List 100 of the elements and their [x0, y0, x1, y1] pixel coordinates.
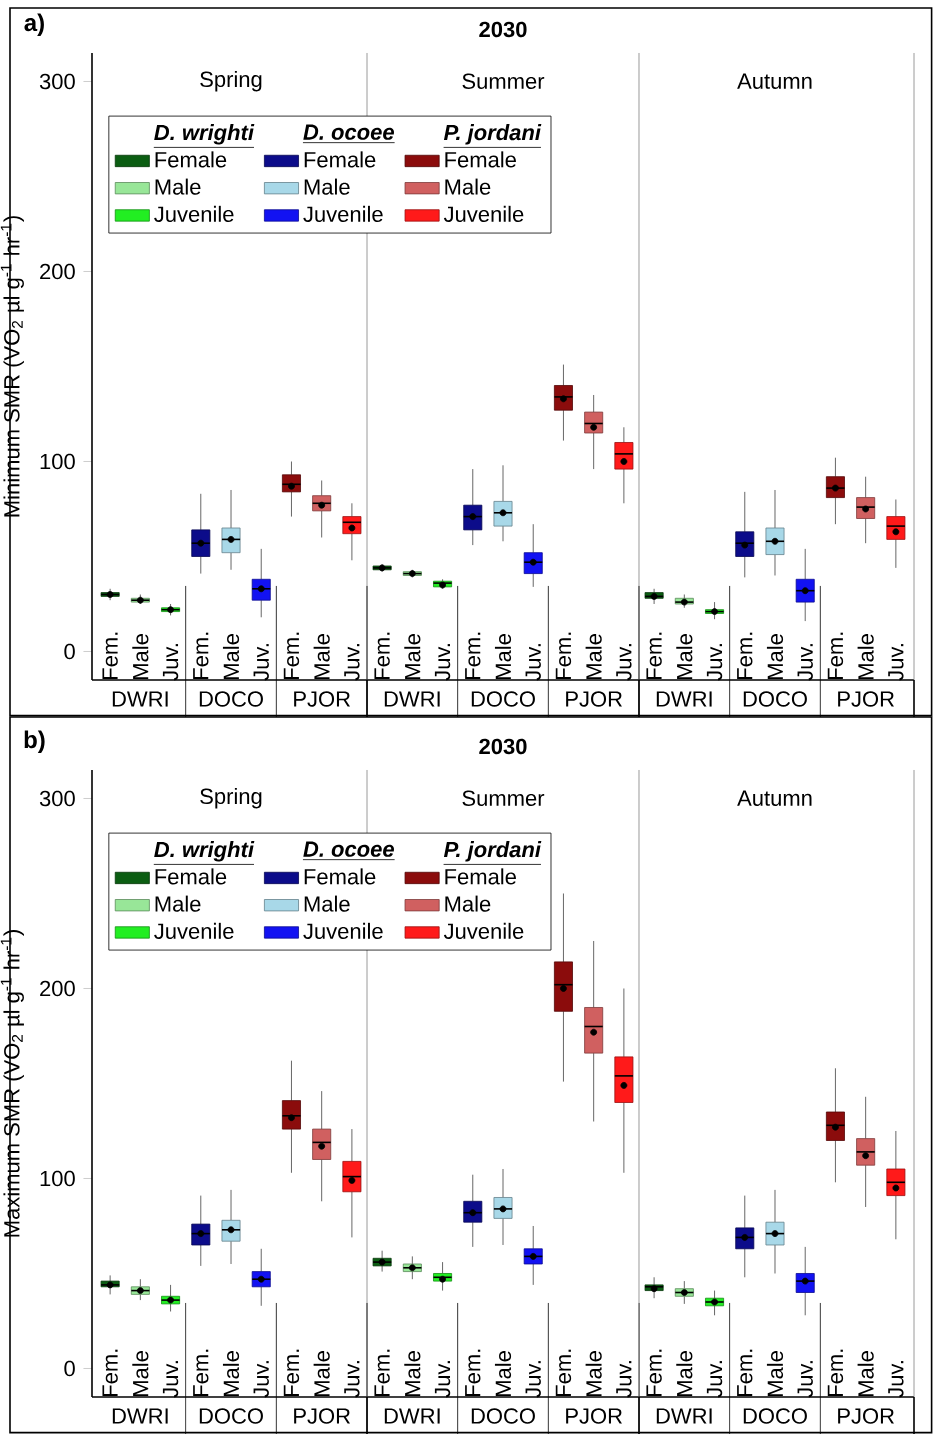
x-tick-label: Fem. — [827, 632, 844, 679]
legend-label: Female — [304, 151, 376, 168]
legend-label: Male — [445, 895, 491, 912]
legend-label: Female — [155, 151, 227, 168]
x-tick-label: Male — [766, 634, 784, 679]
x-tick-label: Juv. — [253, 644, 269, 681]
legend-label: Female — [445, 151, 516, 168]
x-tick-label: Fem. — [646, 1349, 662, 1396]
x-tick-label: Fem. — [283, 632, 300, 679]
x-tick-label: Fem. — [737, 1349, 753, 1396]
x-tick-label: Juv. — [888, 644, 904, 681]
text: PJOR — [838, 1408, 894, 1424]
text: DWRI — [656, 691, 712, 707]
x-tick-label: Fem. — [555, 1349, 572, 1396]
x-tick-label: Male — [404, 1351, 421, 1396]
x-tick-label: Juv. — [253, 1361, 269, 1398]
y-tick-label: 300 — [39, 790, 75, 807]
x-tick-label: Juv. — [344, 644, 360, 681]
x-tick-label: Male — [494, 1351, 512, 1396]
text: DWRI — [112, 691, 168, 707]
legend-label: Male — [155, 895, 201, 912]
annotation: Summer — [462, 790, 545, 806]
x-tick-label: Male — [494, 634, 512, 679]
legend-label: Male — [445, 178, 491, 195]
x-tick-label: Fem. — [283, 1349, 300, 1396]
x-tick-label: Juv. — [616, 1361, 632, 1398]
x-tick-label: Juv. — [525, 1361, 541, 1398]
text: DWRI — [384, 1408, 440, 1424]
x-tick-label: Juv. — [616, 644, 632, 681]
x-tick-label: Juv. — [344, 1361, 360, 1398]
text: PJOR — [566, 1408, 622, 1424]
x-tick-label: Fem. — [374, 632, 390, 679]
legend-label: Female — [304, 868, 376, 885]
text: DOCO — [743, 691, 807, 707]
x-tick-label: Juv. — [888, 1361, 904, 1398]
x-tick-label: Male — [222, 634, 240, 679]
annotation: Autumn — [737, 73, 812, 89]
chart-title: 2030 — [479, 738, 527, 755]
x-tick-label: Fem. — [374, 1349, 390, 1396]
annotation: Autumn — [737, 790, 812, 806]
x-tick-label: Juv. — [797, 644, 813, 681]
legend-label: Juvenile — [443, 205, 524, 222]
annotation: P. jordani — [443, 124, 542, 145]
annotation: Summer — [462, 73, 545, 89]
text: DOCO — [199, 1408, 263, 1424]
x-tick-label: Fem. — [193, 1349, 209, 1396]
annotation: Spring — [200, 787, 262, 809]
y-tick-label: 200 — [40, 980, 75, 997]
legend-label: Juvenile — [154, 922, 234, 939]
x-tick-label: Juv. — [706, 644, 723, 681]
legend-label: Female — [155, 868, 227, 885]
legend-label: Male — [304, 178, 350, 195]
y-tick-label: 300 — [39, 73, 75, 90]
legend-label: Female — [445, 868, 516, 885]
y-tick-label: 100 — [40, 453, 75, 470]
text: DWRI — [112, 1408, 168, 1424]
x-tick-label: Male — [132, 634, 149, 679]
text: b) — [24, 730, 45, 753]
x-tick-label: Male — [585, 1351, 602, 1396]
y-tick-label: 0 — [64, 643, 75, 660]
legend-label: Male — [155, 178, 201, 195]
legend-label: Juvenile — [303, 922, 383, 939]
x-tick-label: Fem. — [646, 632, 662, 679]
x-tick-label: Male — [132, 1351, 149, 1396]
x-tick-label: Fem. — [555, 632, 572, 679]
annotation: D. wrighti — [154, 124, 255, 145]
text: PJOR — [294, 691, 350, 707]
text: PJOR — [566, 691, 622, 707]
annotation: D. ocoee — [303, 124, 394, 140]
text: DWRI — [384, 691, 440, 707]
x-tick-label: Fem. — [102, 632, 118, 679]
annotation: D. wrighti — [154, 841, 255, 862]
text: a) — [24, 13, 44, 36]
text: DOCO — [471, 1408, 535, 1424]
x-tick-label: Juv. — [162, 1361, 179, 1398]
x-tick-label: Male — [857, 634, 874, 679]
y-tick-label: 100 — [40, 1170, 75, 1187]
x-tick-label: Male — [676, 1351, 693, 1396]
x-tick-label: Fem. — [465, 632, 481, 679]
annotation: P. jordani — [443, 841, 542, 862]
y-axis-title: Minimum SMR (VO$_{2}$ µl g$^{-1}$ hr$^{-1}$) — [0, 216, 24, 517]
chart-title: 2030 — [479, 21, 527, 38]
x-tick-label: Fem. — [827, 1349, 844, 1396]
x-tick-label: Fem. — [465, 1349, 481, 1396]
x-tick-label: Male — [222, 1351, 240, 1396]
text: DWRI — [656, 1408, 712, 1424]
text: DOCO — [743, 1408, 807, 1424]
x-tick-label: Juv. — [797, 1361, 813, 1398]
text: DOCO — [471, 691, 535, 707]
x-tick-label: Fem. — [193, 632, 209, 679]
x-tick-label: Juv. — [162, 644, 179, 681]
y-tick-label: 0 — [64, 1360, 75, 1377]
x-tick-label: Male — [857, 1351, 874, 1396]
x-tick-label: Male — [676, 634, 693, 679]
x-tick-label: Juv. — [706, 1361, 723, 1398]
x-tick-label: Fem. — [737, 632, 753, 679]
x-tick-label: Male — [313, 1351, 330, 1396]
x-tick-label: Fem. — [102, 1349, 118, 1396]
legend-label: Juvenile — [154, 205, 234, 222]
legend-label: Juvenile — [443, 922, 524, 939]
